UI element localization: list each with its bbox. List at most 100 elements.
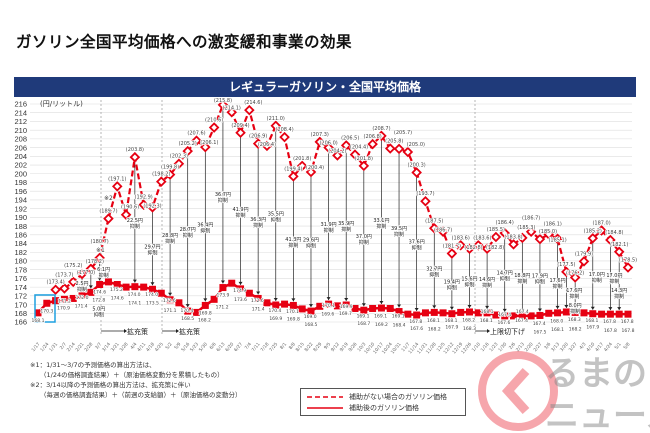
subsidy-amount-label: 39.5円 [391,226,407,232]
x-tick-label: 3/20 [559,341,570,353]
x-tick-label: 1/10 [471,341,482,353]
subsidy-amount-label: 41.9円 [232,207,248,213]
subsidized-price-label: 170.4 [269,308,282,314]
unsubsidized-price-label: (203.8) [126,147,144,153]
arrow-head-icon [238,281,243,285]
svg-text:ニュース: ニュース [545,396,650,433]
y-tick-label: 216 [14,100,27,109]
unsubsidized-price-label: (206.9) [249,134,267,140]
subsidy-suffix-label: 抑制 [288,242,298,249]
arrow-head-icon [590,306,595,310]
x-tick-label: 8/22 [303,341,314,353]
subsidy-suffix-label: 抑制 [341,226,351,233]
subsidized-price-label: 168.7 [357,321,370,327]
unsubsidized-price-marker [340,140,352,151]
subsidy-amount-label: 18.8円 [514,273,530,279]
arrow-head-icon [256,291,261,295]
subsidy-amount-label: 31.9円 [321,222,337,228]
subsidized-price-label: 169.8 [287,316,300,322]
subsidy-suffix-label: 抑制 [165,238,175,245]
subsidized-price-label: 171.2 [58,298,71,304]
x-tick-label: 7/25 [268,341,279,353]
unsubsidized-price-marker [481,243,493,255]
unsubsidized-price-marker [332,150,343,161]
subsidy-amount-label: 35.9円 [338,221,354,227]
subsidized-price-label: 168.1 [445,318,458,324]
subsidized-price-marker [554,309,562,317]
x-tick-label: 4/25 [154,341,165,353]
x-tick-label: 2/13 [515,341,526,353]
x-tick-label: 5/16 [180,341,191,353]
subsidy-amount-label: 32.7円 [426,266,442,272]
x-tick-label: 2/28 [83,341,94,353]
subsidized-price-marker [421,309,429,317]
subsidized-price-marker [624,310,632,318]
unsubsidized-price-marker [147,202,158,213]
subsidized-price-label: 174.1 [128,301,141,307]
x-tick-label: 6/13 [215,341,226,353]
subsidized-price-marker [219,284,227,292]
unsubsidized-price-label: (192.9) [135,195,153,201]
subsidy-amount-label: 37.0円 [356,234,372,240]
unsubsidized-price-marker [59,283,70,294]
unsubsidized-price-marker [561,266,572,278]
subsidized-price-label: 174.9 [233,288,246,294]
footnote-2-detail: （毎週の価格調査結果）＋（前週の支給額）＋（原油価格の変動分） [40,391,242,399]
x-tick-label: 4/17 [594,341,605,353]
unsubsidized-price-label: (181.7) [443,244,461,250]
subsidy-amount-label: 29.7円 [144,244,160,250]
subsidy-suffix-label: 抑制 [394,231,404,238]
subsidized-price-label: 168.1 [586,318,599,324]
unsubsidized-price-marker [323,142,334,153]
subsidized-price-label: 169.9 [340,304,353,310]
subsidized-price-marker [377,304,385,312]
unsubsidized-price-label: (177.5) [557,262,575,268]
x-tick-label: 7/18 [259,341,270,353]
unsubsidized-price-marker [393,143,405,155]
unsubsidized-price-label: (206.0) [319,141,337,147]
unsubsidized-price-label: (193.7) [416,191,434,197]
subsidy-suffix-label: 抑制 [464,281,474,288]
y-tick-label: 210 [14,126,27,135]
subsidy-suffix-label: 抑制 [236,212,246,219]
subsidy-suffix-label: 抑制 [535,278,545,285]
unsubsidized-price-marker [446,248,458,259]
footnote-1: ※1：1/31～3/7の予測価格の算出方法は、 [30,361,156,369]
unsubsidized-price-marker [376,130,387,142]
legend-item-subsidized: 補助後のガソリン価格 [307,403,419,413]
x-tick-label: 5/8 [622,341,631,351]
arrow-right-icon [124,329,127,333]
x-tick-label: 11/7 [400,341,411,353]
arrow-head-icon [80,288,85,292]
y-tick-label: 176 [14,274,27,283]
subsidy-suffix-label: 抑制 [429,271,439,278]
subsidized-price-label: 168.1 [480,318,493,324]
subsidized-price-label: 167.8 [622,328,635,334]
subsidized-price-marker [69,294,77,302]
x-tick-label: 4/11 [136,341,147,353]
unsubsidized-price-marker [464,243,475,255]
subsidized-price-marker [404,310,412,318]
subsidized-price-marker [245,289,253,297]
highlight-box [34,294,56,323]
subsidy-suffix-label: 抑制 [253,222,263,229]
subsidized-price-marker [210,295,218,303]
unsubsidized-price-label: (208.4) [275,127,293,133]
subsidized-price-label: 168.2 [462,317,475,323]
x-tick-label: 7/11 [251,341,262,353]
subsidized-price-label: 167.6 [497,320,510,326]
arrow-head-icon [485,305,490,309]
unsubsidized-price-label: (178.2) [86,259,104,265]
x-tick-label: 3/28 [118,341,129,353]
subsidy-suffix-label: 抑制 [94,312,104,319]
x-tick-label: 8/15 [295,341,306,353]
subsidized-price-marker [562,308,570,316]
subsidized-price-marker [316,302,324,310]
x-tick-label: 6/27 [233,341,244,353]
unsubsidized-price-marker [103,213,114,224]
unsubsidized-price-marker [314,136,326,148]
unsubsidized-price-marker [235,127,246,139]
unsubsidized-price-marker [182,145,193,157]
subsidized-price-label: 167.4 [516,309,529,315]
